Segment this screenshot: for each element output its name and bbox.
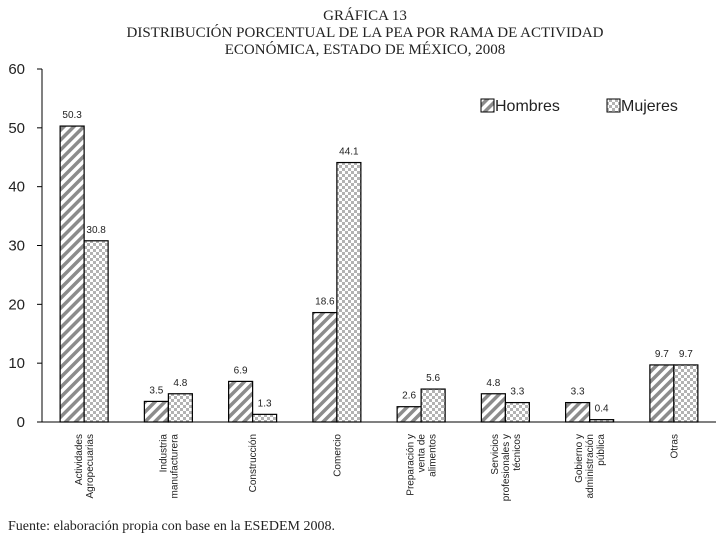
data-label-hombres: 18.6 <box>315 297 335 308</box>
data-label-mujeres: 9.7 <box>679 349 693 360</box>
category-label-line: Agropecuarias <box>85 434 96 498</box>
chart-title-line-1: GRÁFICA 13 <box>323 7 407 24</box>
category-label: Industriamanufacturera <box>158 434 180 499</box>
category-label-line: técnicos <box>512 434 523 471</box>
bar-hombres <box>649 364 675 423</box>
y-axis: 0 10 20 30 40 50 60 <box>8 61 43 431</box>
data-label-mujeres: 44.1 <box>339 147 359 158</box>
category-label-line: venta de <box>417 434 428 473</box>
y-tick-label: 50 <box>8 120 25 137</box>
category-label-line: profesionales y <box>501 434 512 501</box>
legend-swatch-hombres <box>480 98 495 113</box>
category-label-line: Gobierno y <box>574 434 585 483</box>
bar-hombres <box>565 401 591 423</box>
data-label-mujeres: 3.3 <box>510 387 524 398</box>
category-label: Otras <box>669 434 680 458</box>
data-label-mujeres: 5.6 <box>426 373 440 384</box>
y-tick-label: 30 <box>8 238 25 255</box>
category-label-line: manufacturera <box>169 434 180 499</box>
chart-title-line-3: ECONÓMICA, ESTADO DE MÉXICO, 2008 <box>225 41 505 58</box>
bar-mujeres <box>252 413 278 423</box>
legend-swatch-mujeres <box>606 98 621 113</box>
source-note: Fuente: elaboración propia con base en l… <box>8 519 335 534</box>
y-tick-label: 40 <box>8 179 25 196</box>
category-label: ActividadesAgropecuarias <box>74 434 96 498</box>
x-axis: ActividadesAgropecuarias Industriamanufac… <box>42 421 716 501</box>
y-tick-label: 0 <box>17 414 25 431</box>
data-label-hombres: 4.8 <box>486 378 500 389</box>
data-label-hombres: 2.6 <box>402 391 416 402</box>
category-label: Serviciosprofesionales ytécnicos <box>490 434 523 501</box>
data-label-hombres: 50.3 <box>62 110 82 121</box>
category-label: Comercio <box>332 434 343 477</box>
y-tick-label: 20 <box>8 296 25 313</box>
bars: 50.3 30.8 3.5 4.8 6.9 1.3 18.6 44.1 2.6 5.6 4.8 3.3… <box>59 110 699 423</box>
legend-label-mujeres: Mujeres <box>621 98 678 115</box>
category-label-line: Actividades <box>74 434 85 485</box>
bar-hombres <box>480 393 506 423</box>
data-label-mujeres: 4.8 <box>173 378 187 389</box>
bar-hombres <box>396 406 422 423</box>
bar-mujeres <box>673 364 699 423</box>
category-label-line: Preparación y <box>406 434 417 496</box>
category-label: Gobierno yadministraciónpública <box>574 434 607 499</box>
category-label-line: Industria <box>158 434 169 473</box>
y-tick-label: 60 <box>8 61 25 78</box>
data-label-hombres: 6.9 <box>234 365 248 376</box>
category-label-line: Comercio <box>332 434 343 477</box>
data-label-mujeres: 30.8 <box>86 225 106 236</box>
bar-hombres <box>312 311 338 423</box>
data-label-mujeres: 0.4 <box>595 404 609 415</box>
category-label-line: alimentos <box>428 434 439 477</box>
bar-mujeres <box>420 388 446 423</box>
category-label-line: Servicios <box>490 434 501 475</box>
bar-hombres <box>59 125 85 423</box>
legend-label-hombres: Hombres <box>495 98 560 115</box>
chart-title-line-2: DISTRIBUCIÓN PORCENTUAL DE LA PEA POR RA… <box>127 24 604 41</box>
bar-hombres <box>143 400 169 423</box>
bar-hombres <box>228 380 254 423</box>
category-label-line: Otras <box>669 434 680 458</box>
legend: Hombres Mujeres <box>480 98 678 115</box>
data-label-hombres: 3.5 <box>149 385 163 396</box>
data-label-hombres: 9.7 <box>655 349 669 360</box>
bar-mujeres <box>504 401 530 423</box>
category-label: Preparación yventa dealimentos <box>406 434 439 496</box>
data-label-hombres: 3.3 <box>571 387 585 398</box>
bar-mujeres <box>336 161 362 423</box>
category-label-line: pública <box>596 434 607 466</box>
bar-mujeres <box>83 240 109 423</box>
category-label-line: administración <box>585 434 596 498</box>
bar-mujeres <box>167 393 193 423</box>
y-tick-label: 10 <box>8 355 25 372</box>
category-label: Construcción <box>248 434 259 492</box>
category-label-line: Construcción <box>248 434 259 492</box>
data-label-mujeres: 1.3 <box>258 398 272 409</box>
